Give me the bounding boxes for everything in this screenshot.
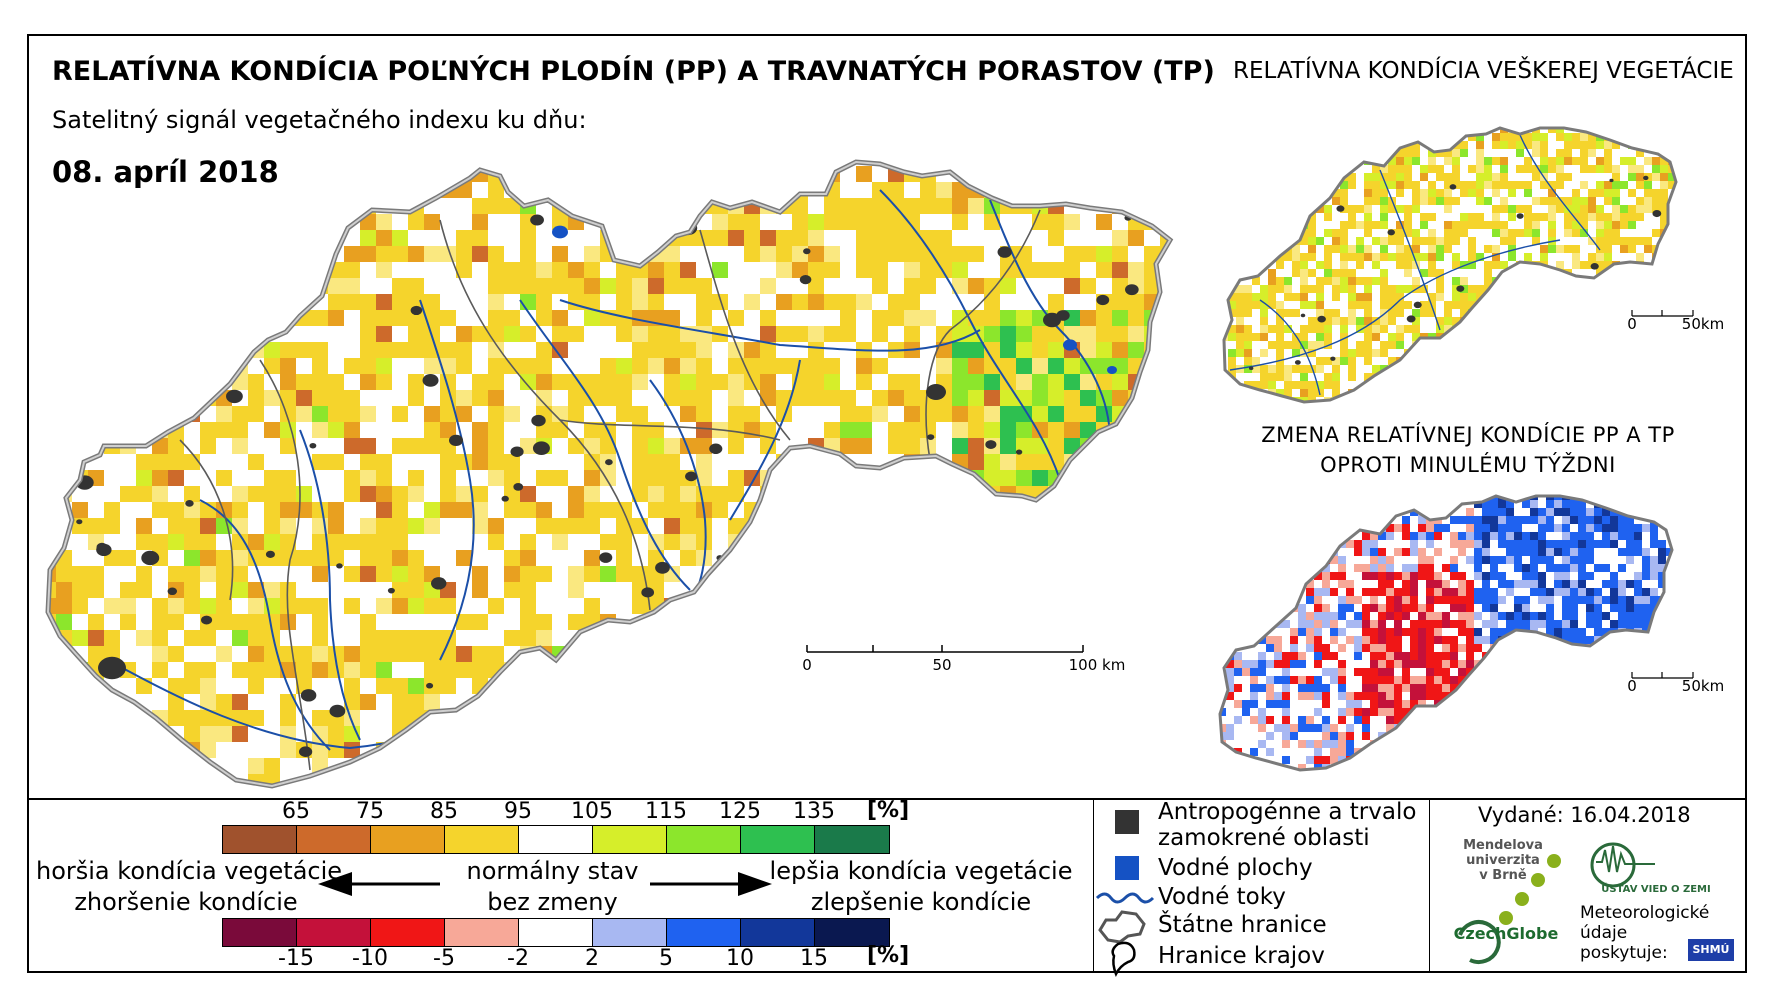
colorbar-swatch xyxy=(297,826,371,853)
change-map-title: ZMENA RELATÍVNEJ KONDÍCIE PP A TP OPROTI… xyxy=(1261,423,1675,477)
subtitle: Satelitný signál vegetačného indexu ku d… xyxy=(52,106,587,134)
colorbar-swatch xyxy=(223,919,297,946)
legend-separator xyxy=(1093,798,1094,973)
colorbar-swatch xyxy=(667,919,741,946)
state-border-icon xyxy=(1098,910,1146,944)
tick-label: 135 xyxy=(793,799,835,824)
issued-date: Vydané: 16.04.2018 xyxy=(1478,803,1691,827)
water-body-icon xyxy=(1115,856,1139,880)
legend-separator xyxy=(1429,798,1430,973)
small-scale-50: 50km xyxy=(1682,315,1724,333)
legend-divider xyxy=(27,798,1747,800)
colorbar-swatch xyxy=(297,919,371,946)
arrow-right-icon xyxy=(738,872,772,896)
scale-label-50: 50 xyxy=(932,656,951,674)
scale-label-100: 100 km xyxy=(1069,656,1126,674)
tick-label: 2 xyxy=(585,946,599,971)
tick-label: -10 xyxy=(352,946,388,971)
anthropogenic-icon xyxy=(1115,810,1139,834)
colorbar-swatch xyxy=(815,919,889,946)
colorbar-swatch xyxy=(519,919,593,946)
change-colorbar xyxy=(222,918,890,947)
small-top-scalebar: 0 50km xyxy=(1627,310,1724,333)
tick-label: 75 xyxy=(356,799,384,824)
tick-label: -2 xyxy=(507,946,529,971)
tick-label: 125 xyxy=(719,799,761,824)
tick-label: 95 xyxy=(504,799,532,824)
tick-label: 15 xyxy=(800,946,828,971)
tick-label: 65 xyxy=(282,799,310,824)
tick-label: 115 xyxy=(645,799,687,824)
worse-label: horšia kondícia vegetácie zhoršenie kond… xyxy=(36,857,343,916)
colorbar-swatch xyxy=(223,826,297,853)
tick-label: 10 xyxy=(726,946,754,971)
colorbar-swatch xyxy=(445,826,519,853)
better-label: lepšia kondícia vegetácie zlepšenie kond… xyxy=(769,857,1073,916)
czechglobe-logo: CzechGlobe xyxy=(1453,924,1559,943)
mendel-logo: Mendelova univerzita v Brně xyxy=(1463,838,1543,883)
condition-unit: [%] xyxy=(867,798,910,823)
colorbar-swatch xyxy=(593,826,667,853)
colorbar-swatch xyxy=(371,826,445,853)
small-scale-0: 0 xyxy=(1627,315,1637,333)
meteo-provider: Meteorologické údaje poskytuje: xyxy=(1580,903,1710,963)
uvgz-logo: ÚSTAV VIED O ZEMI xyxy=(1601,884,1711,895)
river-icon xyxy=(1095,892,1155,904)
tick-label: -5 xyxy=(433,946,455,971)
colorbar-swatch xyxy=(593,919,667,946)
all-vegetation-title: RELATÍVNA KONDÍCIA VEŠKEREJ VEGETÁCIE xyxy=(1233,58,1734,84)
main-scalebar: 0 50 100 km xyxy=(802,645,1125,674)
tick-label: 105 xyxy=(571,799,613,824)
shmu-logo xyxy=(1688,939,1734,961)
region-border-icon xyxy=(1111,941,1136,978)
normal-label: normálny stav bez zmeny xyxy=(466,857,639,916)
condition-colorbar xyxy=(222,825,890,854)
czechglobe-icon xyxy=(1458,920,1501,964)
tick-label: -15 xyxy=(278,946,314,971)
arrow-left-icon xyxy=(318,872,352,896)
colorbar-swatch xyxy=(741,919,815,946)
colorbar-swatch xyxy=(741,826,815,853)
colorbar-swatch xyxy=(445,919,519,946)
main-title: RELATÍVNA KONDÍCIA POĽNÝCH PLODÍN (PP) A… xyxy=(52,56,1215,87)
colorbar-swatch xyxy=(371,919,445,946)
tick-label: 5 xyxy=(659,946,673,971)
colorbar-swatch xyxy=(815,826,889,853)
date-label: 08. apríl 2018 xyxy=(52,155,279,189)
small-bottom-scalebar: 0 50km xyxy=(1627,672,1724,695)
scale-label-0: 0 xyxy=(802,656,812,674)
shmu-logo-text: SHMÚ xyxy=(1692,943,1730,956)
colorbar-swatch xyxy=(519,826,593,853)
tick-label: 85 xyxy=(430,799,458,824)
change-unit: [%] xyxy=(867,943,910,968)
small2-scale-50: 50km xyxy=(1682,677,1724,695)
colorbar-swatch xyxy=(667,826,741,853)
small2-scale-0: 0 xyxy=(1627,677,1637,695)
